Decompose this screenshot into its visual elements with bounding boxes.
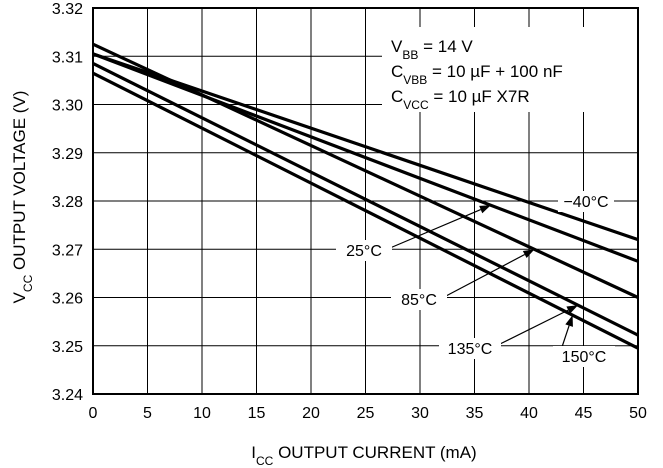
label-background xyxy=(336,240,392,261)
y-tick-label: 3.24 xyxy=(52,387,83,404)
x-tick-label: 40 xyxy=(520,405,538,422)
x-tick-label: 15 xyxy=(248,405,266,422)
leader-line xyxy=(389,209,481,249)
series-line xyxy=(92,71,639,350)
annotation-line: CVBB = 10 µF + 100 nF xyxy=(391,62,563,87)
series-label: 150°C xyxy=(562,349,607,366)
series-line xyxy=(92,62,639,337)
leader-line xyxy=(560,325,570,351)
y-tick-label: 3.32 xyxy=(52,1,83,18)
x-tick-label: 0 xyxy=(89,405,98,422)
y-tick-label: 3.31 xyxy=(52,49,83,66)
y-tick-label: 3.26 xyxy=(52,291,83,308)
x-tick-label: 50 xyxy=(629,405,647,422)
series-label: 85°C xyxy=(401,292,437,309)
arrowhead xyxy=(566,305,579,314)
y-tick-labels: 3.24 3.25 3.26 3.27 3.28 3.29 3.30 3.31 3.32 xyxy=(52,1,83,404)
x-tick-labels: 0 5 10 15 20 25 30 35 40 45 50 xyxy=(89,405,647,422)
arrowhead xyxy=(522,249,535,259)
x-tick-label: 45 xyxy=(575,405,593,422)
arrowhead xyxy=(479,205,491,214)
y-tick-label: 3.29 xyxy=(52,146,83,163)
annotation-line: VBB = 14 V xyxy=(391,37,473,62)
series-lines xyxy=(92,42,639,350)
y-tick-label: 3.25 xyxy=(52,339,83,356)
y-axis-title: VCC OUTPUT VOLTAGE (V) xyxy=(10,91,35,304)
x-tick-label: 35 xyxy=(466,405,484,422)
series-label: 25°C xyxy=(346,243,382,260)
x-tick-label: 5 xyxy=(143,405,152,422)
label-background xyxy=(391,289,447,310)
y-tick-label: 3.30 xyxy=(52,98,83,115)
y-tick-label: 3.28 xyxy=(52,194,83,211)
annotation-line: CVCC = 10 µF X7R xyxy=(391,87,530,112)
plot-frame xyxy=(92,7,639,395)
x-tick-label: 25 xyxy=(357,405,375,422)
series-line xyxy=(92,42,639,299)
label-background xyxy=(439,338,501,359)
label-background xyxy=(558,191,614,212)
leader-line xyxy=(445,253,525,297)
x-tick-label: 20 xyxy=(302,405,320,422)
arrowhead xyxy=(565,315,573,327)
leader-line xyxy=(499,309,569,345)
series-label: −40°C xyxy=(563,194,608,211)
series-line xyxy=(92,52,639,263)
series-label: 135°C xyxy=(448,341,493,358)
x-tick-label: 30 xyxy=(411,405,429,422)
series-labels: −40°C 25°C 85°C 135°C 150°C xyxy=(336,191,615,367)
annotation-background xyxy=(382,27,637,112)
x-tick-label: 10 xyxy=(193,405,211,422)
x-axis-title: ICC OUTPUT CURRENT (mA) xyxy=(251,443,476,468)
y-tick-label: 3.27 xyxy=(52,242,83,259)
label-background xyxy=(553,346,615,367)
